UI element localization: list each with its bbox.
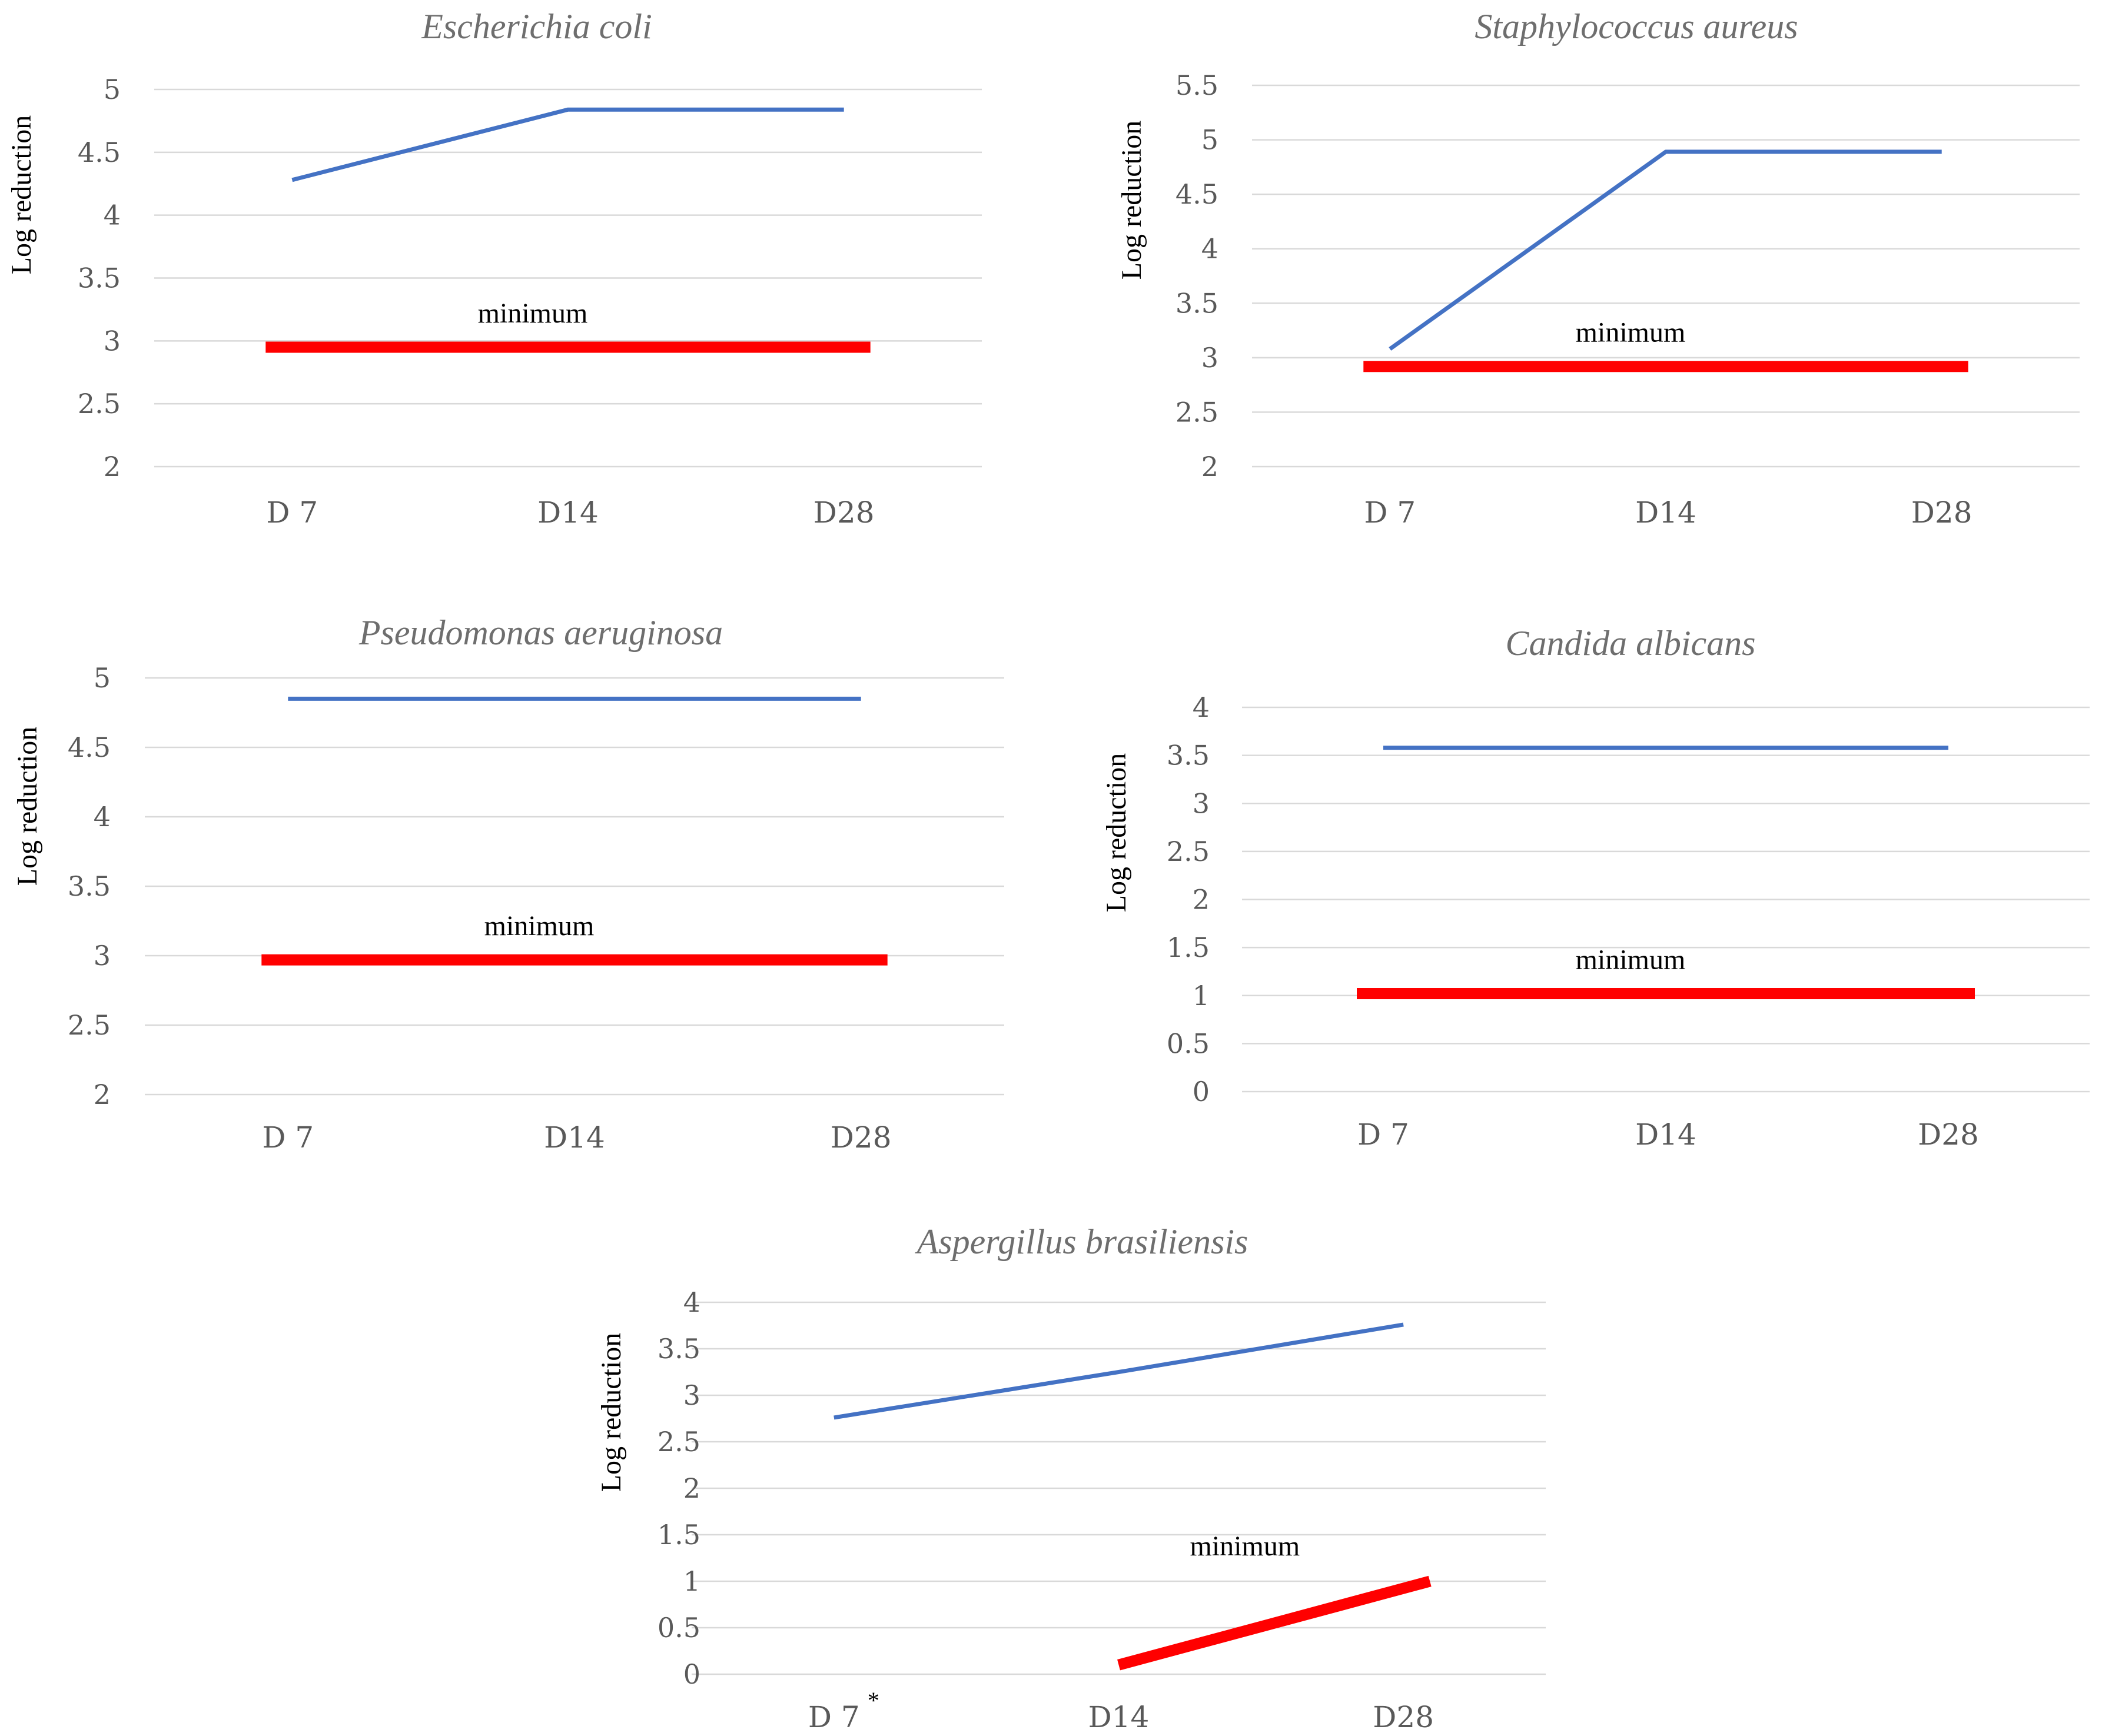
chart-2-minimum-label: minimum — [1576, 317, 1686, 348]
chart-3-x-tick-label: D28 — [831, 1120, 892, 1155]
chart-2-title: Staphylococcus aureus — [1475, 7, 1798, 46]
chart-1-y-tick-label: 2 — [104, 451, 121, 483]
chart-5-minimum-label: minimum — [1190, 1531, 1300, 1562]
chart-2-y-tick-label: 3 — [1201, 342, 1218, 374]
chart-1-minimum-label: minimum — [478, 298, 588, 329]
chart-5-minimum-line — [1117, 1575, 1432, 1671]
chart-1-x-tick-label: D28 — [813, 495, 875, 530]
chart-1-y-axis-label: Log reduction — [6, 115, 37, 275]
chart-4-y-tick-label: 0.5 — [1167, 1027, 1210, 1059]
chart-1-x-tick-label: D 7 — [266, 495, 318, 530]
chart-4-y-tick-label: 3.5 — [1167, 740, 1210, 771]
chart-4-x-tick-label: D28 — [1918, 1118, 1979, 1152]
chart-4-x-tick-label: D 7 — [1357, 1118, 1409, 1152]
chart-5-y-tick-label: 3 — [683, 1379, 700, 1411]
chart-5-y-tick-label: 0.5 — [658, 1612, 700, 1644]
chart-4-y-tick-label: 2 — [1193, 884, 1210, 916]
chart-4-minimum-label: minimum — [1576, 944, 1686, 975]
chart-5-y-tick-label: 2.5 — [658, 1426, 700, 1458]
chart-3-y-tick-label: 2.5 — [68, 1009, 111, 1041]
chart-1-y-tick-label: 4.5 — [78, 137, 121, 168]
chart-1-y-tick-label: 3.5 — [78, 262, 121, 294]
chart-1-y-tick-label: 4 — [104, 199, 121, 231]
chart-5-series-line — [834, 1322, 1404, 1420]
chart-1-y-tick-label: 3 — [104, 325, 121, 357]
chart-2-y-tick-label: 2.5 — [1175, 396, 1218, 428]
chart-4-y-tick-label: 1 — [1193, 980, 1210, 1012]
chart-5-x-tick-label: D28 — [1373, 1700, 1434, 1734]
chart-5-y-tick-label: 2 — [683, 1472, 700, 1504]
chart-3-y-axis-label: Log reduction — [12, 727, 43, 886]
chart-3-y-tick-label: 3 — [94, 940, 111, 972]
chart-5-category-note: * — [868, 1687, 879, 1714]
chart-2-x-tick-label: D28 — [1911, 495, 1973, 530]
chart-1-series-line — [291, 107, 844, 182]
chart-2-y-tick-label: 5.5 — [1175, 69, 1218, 101]
chart-4-y-tick-label: 3 — [1193, 787, 1210, 819]
chart-5-y-tick-label: 3.5 — [658, 1333, 700, 1365]
chart-3-y-tick-label: 3.5 — [68, 870, 111, 902]
chart-3-y-tick-label: 2 — [94, 1079, 111, 1110]
chart-2-series-line — [1389, 149, 1942, 351]
chart-5-y-tick-label: 0 — [683, 1658, 700, 1690]
chart-4-y-tick-label: 2.5 — [1167, 836, 1210, 867]
chart-2-y-tick-label: 2 — [1201, 451, 1218, 483]
chart-1-title: Escherichia coli — [421, 7, 652, 46]
chart-3-y-tick-label: 5 — [94, 662, 111, 694]
chart-4-x-tick-label: D14 — [1635, 1118, 1696, 1152]
chart-2-y-tick-label: 5 — [1201, 124, 1218, 156]
chart-5-x-tick-label: D14 — [1088, 1700, 1150, 1734]
chart-4-y-axis-label: Log reduction — [1101, 753, 1132, 913]
chart-1-y-tick-label: 2.5 — [78, 388, 121, 420]
chart-1-y-tick-label: 5 — [104, 74, 121, 105]
chart-2-y-axis-label: Log reduction — [1116, 121, 1147, 280]
chart-2-y-tick-label: 4.5 — [1175, 178, 1218, 210]
chart-2-y-tick-label: 4 — [1201, 233, 1218, 265]
chart-5-y-axis-label: Log reduction — [596, 1333, 627, 1492]
chart-3-x-tick-label: D14 — [544, 1120, 605, 1155]
chart-4-y-tick-label: 4 — [1193, 691, 1210, 723]
chart-4-title: Candida albicans — [1505, 624, 1755, 663]
chart-5-y-tick-label: 4 — [683, 1286, 700, 1318]
chart-4-y-tick-label: 1.5 — [1167, 932, 1210, 963]
chart-3-minimum-label: minimum — [484, 910, 595, 942]
chart-5-title: Aspergillus brasiliensis — [915, 1222, 1248, 1261]
chart-2-y-tick-label: 3.5 — [1175, 287, 1218, 319]
chart-2-x-tick-label: D14 — [1635, 495, 1696, 530]
chart-3-y-tick-label: 4.5 — [68, 731, 111, 763]
chart-4-y-tick-label: 0 — [1193, 1076, 1210, 1108]
chart-2-x-tick-label: D 7 — [1364, 495, 1416, 530]
chart-5-y-tick-label: 1 — [683, 1565, 700, 1597]
chart-3-title: Pseudomonas aeruginosa — [358, 613, 723, 652]
chart-3-x-tick-label: D 7 — [262, 1120, 314, 1155]
chart-1-x-tick-label: D14 — [537, 495, 599, 530]
chart-5-x-tick-label: D 7 — [808, 1700, 860, 1734]
chart-3-y-tick-label: 4 — [94, 801, 111, 833]
chart-5-y-tick-label: 1.5 — [658, 1519, 700, 1551]
